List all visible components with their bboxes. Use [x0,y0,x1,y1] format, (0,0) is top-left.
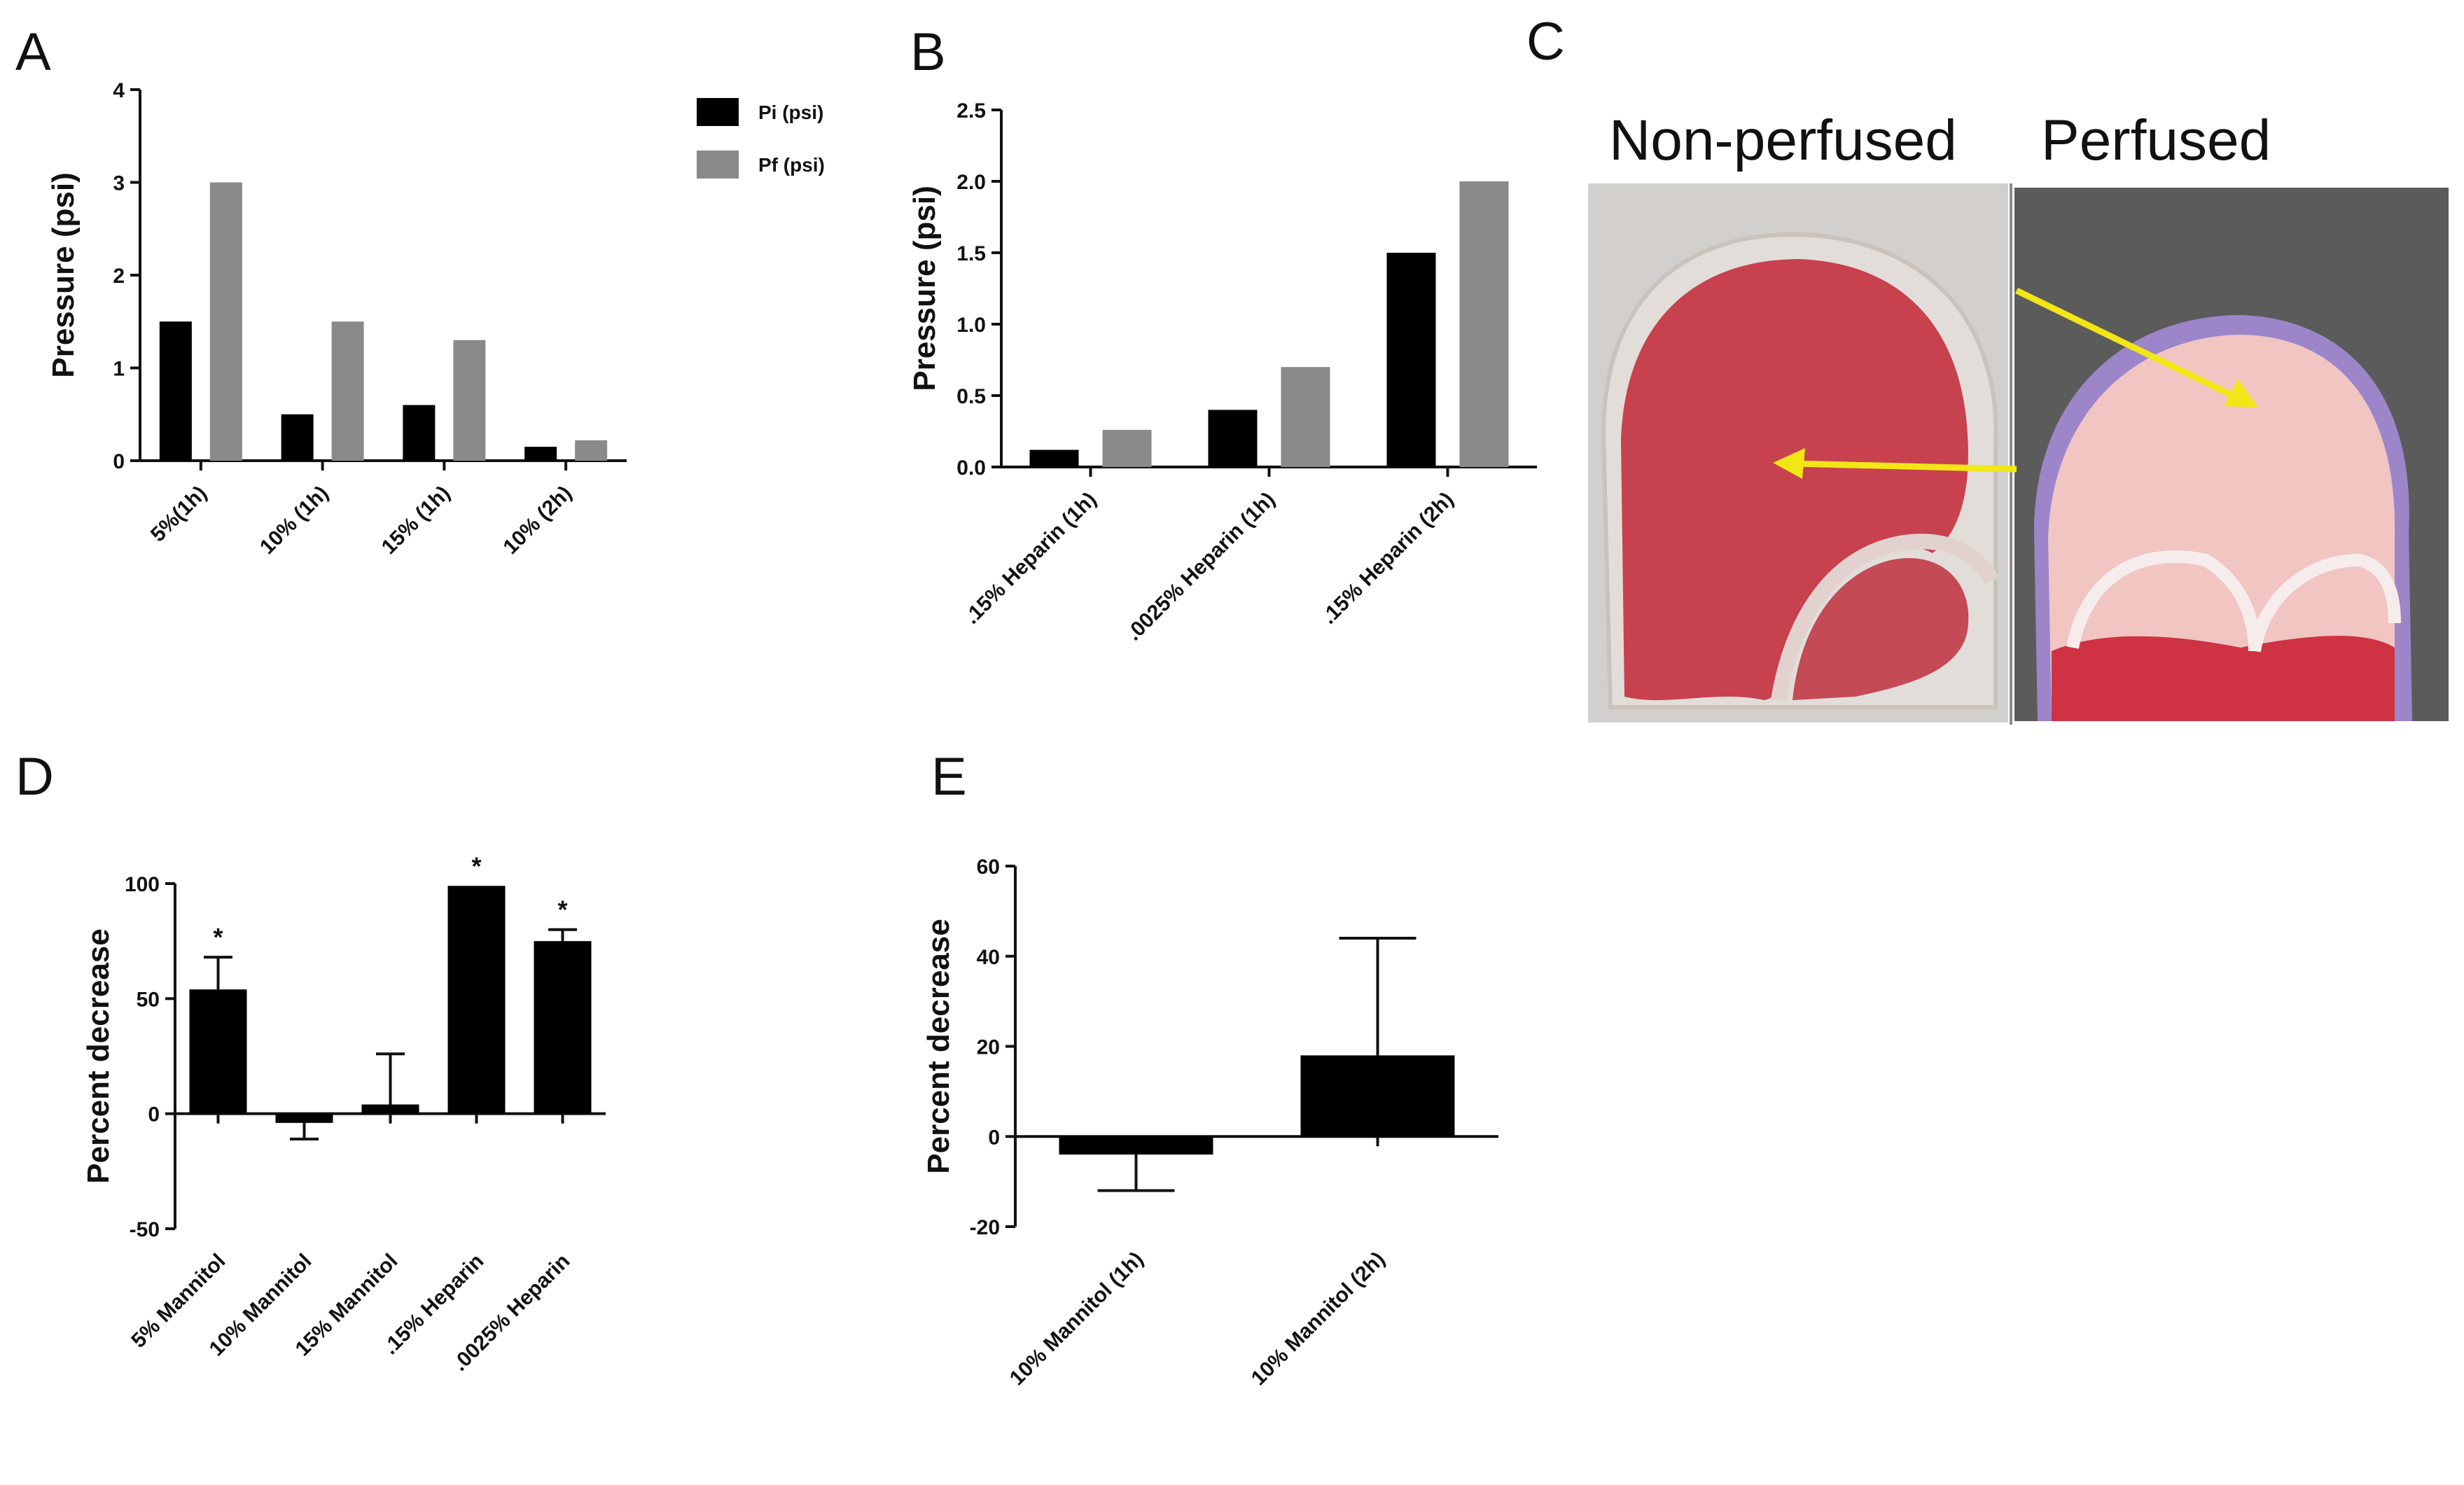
arrow-left-pointer [1773,448,2017,479]
chart-panel-e: -20 0 20 40 60 Percent decrease 10% Mannitol (… [921,856,1498,1390]
bar-pi [159,321,192,461]
y-tick-label: 4 [113,79,125,102]
panel-letter-d: D [15,747,54,807]
y-tick-label: 50 [137,988,160,1011]
y-tick-label: 0 [148,1103,160,1127]
bar-pf [209,182,242,461]
x-category-label: 10% Mannitol (1h) [1005,1248,1148,1390]
legend-swatch-pf [697,151,739,179]
photo-panel-c: Non-perfused Perfused [1588,109,2449,725]
y-tick-label: 40 [977,946,1000,969]
y-tick-label: 1 [113,358,125,381]
x-category-label: 10% Mannitol (2h) [1247,1248,1390,1390]
bar [361,1104,419,1114]
significance-marker: * [557,895,567,924]
legend-label-pi: Pi (psi) [758,102,823,123]
tissue-stain-left [1621,259,1968,700]
y-tick-label: -50 [130,1218,160,1241]
y-tick-label: 0.0 [956,456,986,480]
y-tick-label: 1.0 [956,314,986,337]
bar-pf [575,440,608,461]
panel-letter-b: B [910,22,946,82]
x-category-label: 5%(1h) [146,482,211,547]
y-tick-label: -20 [970,1216,1000,1239]
bar-pi [1029,449,1079,467]
y-tick-label: 2 [113,265,125,288]
legend-swatch-pi [697,98,739,126]
tissue-stain-right [2048,335,2395,718]
x-category-label: .0025% Heparin (1h) [1122,488,1280,646]
significance-marker: * [213,923,223,951]
y-tick-label: 60 [977,856,1000,879]
bar [189,989,247,1114]
photo-label-non-perfused: Non-perfused [1609,109,1957,172]
tissue-stain-right-lower [2052,636,2395,721]
x-category-label: 10% (1h) [256,482,333,559]
x-category-label: 10% (2h) [499,482,577,559]
bar-pf [453,340,486,461]
y-tick-label: 1.5 [956,242,986,265]
bar-pf [331,321,364,461]
tissue-seam-right [2066,550,2401,653]
bar-pi [1386,253,1436,467]
y-tick-label: 2.5 [956,99,986,123]
chart-panel-a: 0 1 2 3 4 Pressure (psi) 5%(1h) 10% (1h) 15% (1h… [46,79,825,559]
y-tick-label: 2.0 [956,171,986,194]
y-axis-title: Percent decrease [921,919,956,1173]
photo-label-perfused: Perfused [2041,109,2271,172]
y-tick-label: 20 [977,1036,1000,1059]
significance-marker: * [471,851,481,880]
y-axis-title: Pressure (psi) [46,172,81,377]
bar [1059,1136,1213,1155]
y-axis-title: Pressure (psi) [907,186,942,391]
bar [1300,1055,1455,1137]
y-tick-label: 0 [988,1126,1000,1149]
x-category-label: .15% Heparin (1h) [960,488,1101,629]
bar [534,941,592,1114]
bar-pi [1208,410,1258,467]
bar-pi [403,405,436,461]
y-axis-title: Percent decrease [81,928,116,1183]
bar [275,1113,333,1123]
bar-pf [1281,367,1330,467]
x-category-label: .15% Heparin (2h) [1317,488,1458,629]
y-tick-label: 3 [113,172,125,195]
panel-letter-a: A [15,22,51,82]
bar [447,886,506,1114]
bar-pi [524,447,557,461]
bar-pf [1102,429,1152,467]
panel-letter-c: C [1526,12,1565,71]
y-tick-label: 100 [125,873,160,896]
tissue-seam-left [1771,534,1999,702]
panel-letter-e: E [931,747,967,807]
bar-pi [281,414,314,461]
bar-pf [1459,181,1509,467]
x-category-label: 15% (1h) [377,482,455,559]
y-tick-label: 0.5 [956,385,986,408]
legend-label-pf: Pf (psi) [758,154,825,176]
tissue-stain-left-lower [1793,558,1969,700]
y-tick-label: 0 [113,450,125,473]
arrow-right-pointer [2015,287,2258,407]
chart-panel-b: 0.0 0.5 1.0 1.5 2.0 2.5 Pressure (psi) .15% Hep… [907,99,1537,646]
